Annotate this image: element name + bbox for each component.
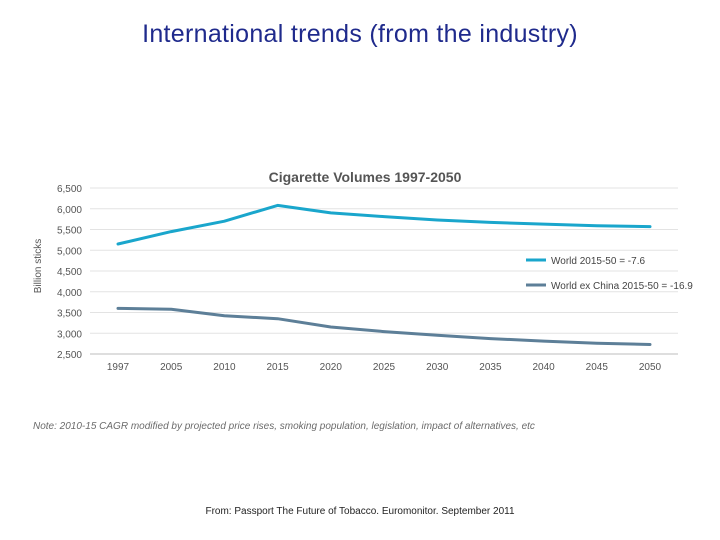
data-point (596, 342, 598, 345)
y-axis-label: Billion sticks (33, 239, 44, 293)
x-tick-label: 1997 (107, 362, 130, 373)
data-point (542, 223, 545, 225)
chart-note: Note: 2010-15 CAGR modified by projected… (33, 421, 535, 432)
source-citation: From: Passport The Future of Tobacco. Eu… (205, 506, 515, 517)
data-point (330, 326, 332, 328)
y-tick-label: 6,500 (57, 184, 82, 195)
data-point (330, 212, 332, 214)
y-axis-ticks: 2,500 3,000 3,500 4,000 4,500 5,000 5,500 6,000… (57, 184, 82, 361)
data-point (170, 308, 172, 310)
data-point (117, 243, 119, 245)
y-tick-label: 3,500 (57, 309, 82, 320)
x-tick-label: 2050 (639, 362, 662, 373)
data-point (383, 215, 385, 218)
data-point (117, 307, 119, 310)
data-point (383, 330, 385, 333)
data-point (596, 224, 598, 227)
series-lines (116, 203, 652, 346)
x-tick-label: 2035 (479, 362, 502, 373)
y-tick-label: 6,000 (57, 205, 82, 216)
y-tick-label: 5,500 (57, 226, 82, 237)
x-tick-label: 2045 (586, 362, 609, 373)
gridlines (90, 187, 678, 355)
x-tick-label: 2020 (320, 362, 343, 373)
slide-title: International trends (from the industry) (142, 20, 578, 48)
legend-label: World 2015-50 = -7.6 (551, 256, 645, 267)
data-point (436, 334, 439, 337)
x-tick-label: 2015 (266, 362, 289, 373)
y-tick-label: 5,000 (57, 246, 82, 257)
data-point (649, 225, 651, 228)
data-point (276, 317, 279, 320)
x-tick-label: 2040 (532, 362, 555, 373)
y-tick-label: 3,000 (57, 329, 82, 340)
data-point (542, 340, 545, 342)
data-point (489, 337, 492, 340)
data-point (489, 221, 492, 224)
chart-title: Cigarette Volumes 1997-2050 (269, 169, 462, 185)
data-point (436, 219, 439, 221)
x-axis-ticks: 1997 2005 2010 2015 2020 2025 2030 2035 2040 2045… (107, 362, 662, 373)
x-tick-label: 2010 (213, 362, 236, 373)
y-tick-label: 2,500 (57, 350, 82, 361)
data-point (223, 315, 226, 317)
data-point (276, 204, 279, 207)
data-point (649, 343, 651, 346)
x-tick-label: 2030 (426, 362, 449, 373)
data-point (170, 230, 172, 233)
x-tick-label: 2025 (373, 362, 396, 373)
legend-label: World ex China 2015-50 = -16.9 (551, 281, 693, 292)
legend: World 2015-50 = -7.6 World ex China 2015-… (526, 256, 693, 292)
x-tick-label: 2005 (160, 362, 183, 373)
series-line-2 (116, 306, 652, 346)
data-point (223, 220, 226, 222)
y-tick-label: 4,000 (57, 288, 82, 299)
y-tick-label: 4,500 (57, 267, 82, 278)
series-line-1 (116, 203, 652, 246)
